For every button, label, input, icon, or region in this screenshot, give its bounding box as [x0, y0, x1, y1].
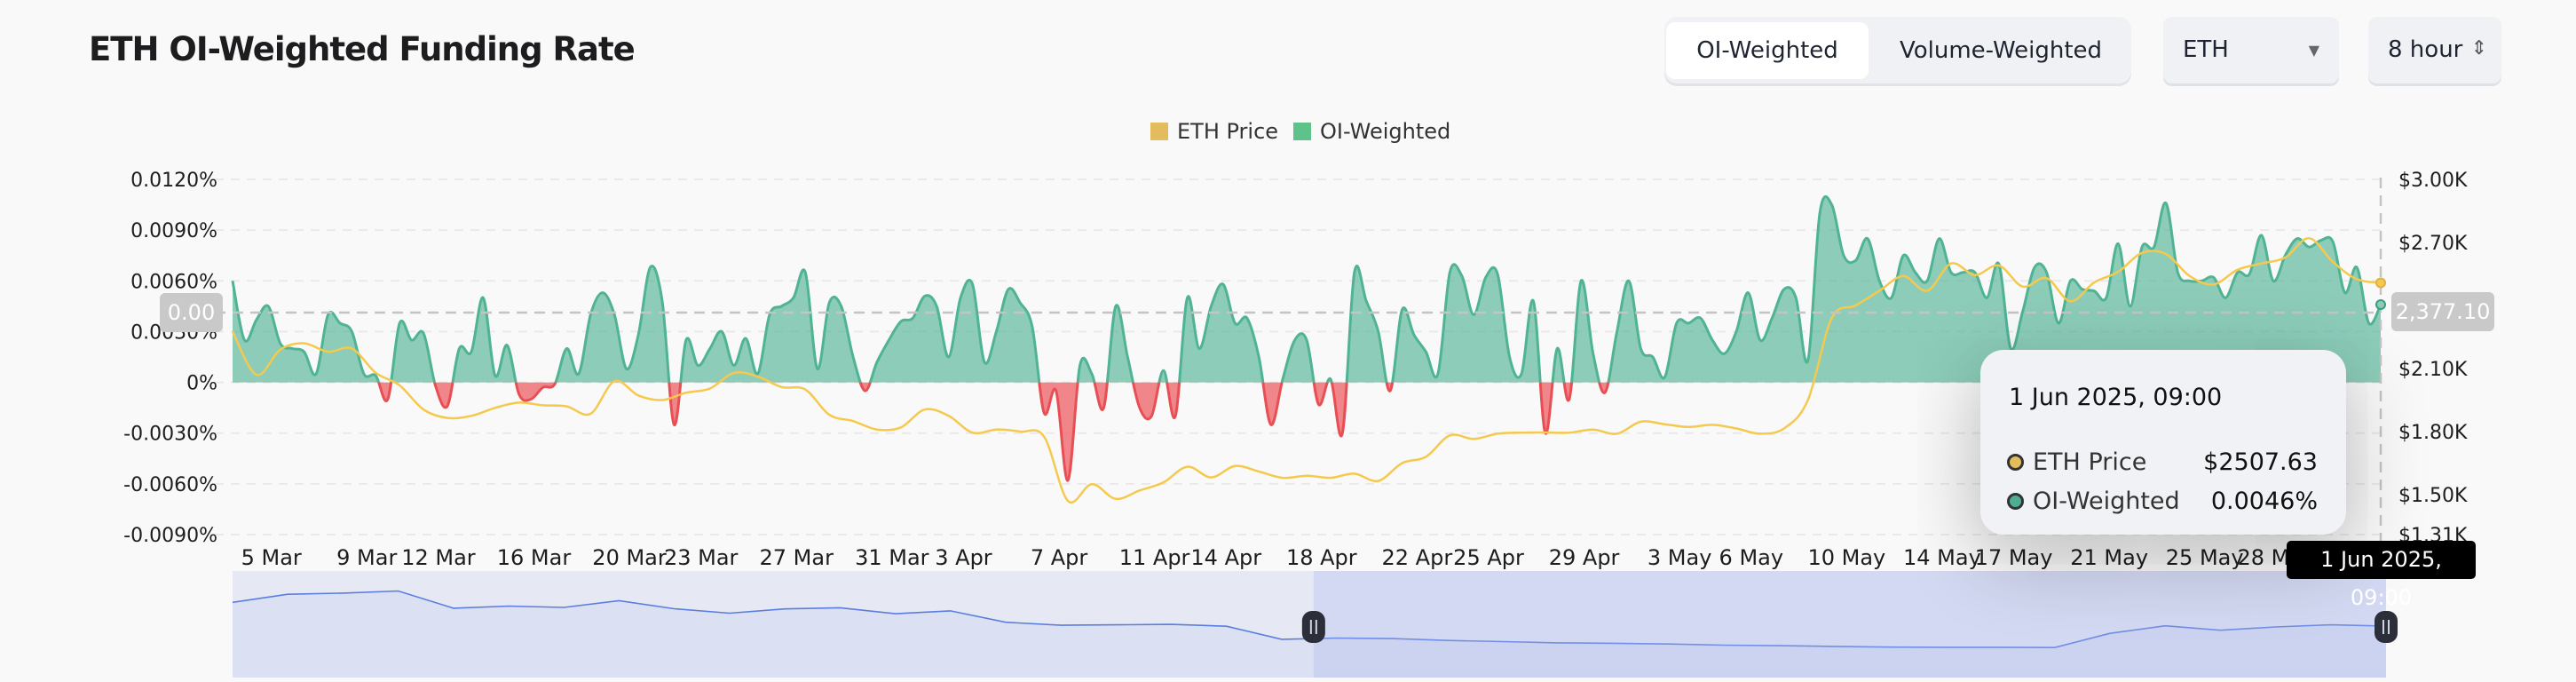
tooltip-row-value: $2507.63: [2203, 448, 2318, 476]
left-axis-tick: -0.0090%: [123, 525, 217, 547]
plot-area: [231, 194, 2382, 504]
tooltip: 1 Jun 2025, 09:00 ETH Price $2507.63 OI-…: [1980, 350, 2346, 535]
tab-oi-weighted[interactable]: OI-Weighted: [1666, 22, 1869, 79]
tooltip-date: 1 Jun 2025, 09:00: [2009, 384, 2223, 411]
x-axis-tick: 25 Apr: [1453, 545, 1524, 570]
x-axis-tick: 3 May: [1648, 545, 1712, 570]
crosshair-left-label: 0.00: [160, 293, 223, 332]
legend-swatch-oi-weighted: [1293, 123, 1311, 140]
x-axis-tick: 11 Apr: [1119, 545, 1190, 570]
interval-select-value: 8 hour: [2388, 36, 2463, 63]
legend-item-eth-price[interactable]: ETH Price: [1150, 119, 1278, 144]
x-axis-tick: 10 May: [1807, 545, 1885, 570]
range-navigator[interactable]: [232, 571, 2398, 678]
x-axis-tick: 7 Apr: [1031, 545, 1088, 570]
tooltip-row-oi-weighted: OI-Weighted 0.0046%: [2007, 485, 2318, 517]
x-axis-tick: 31 Mar: [855, 545, 929, 570]
left-axis-tick: 0.0060%: [130, 271, 217, 293]
right-axis-tick: $1.80K: [2398, 422, 2468, 444]
x-axis-tick: 16 Mar: [497, 545, 572, 570]
crosshair-date-label: 1 Jun 2025, 09:00: [2287, 541, 2476, 610]
eth-price-dot-icon: [2007, 453, 2024, 471]
funding-positive-line: [231, 194, 2382, 383]
x-axis-tick: 12 Mar: [401, 545, 476, 570]
oi-weighted-dot-icon: [2007, 492, 2024, 510]
left-axis-tick: 0%: [186, 373, 217, 395]
tooltip-row-value: 0.0046%: [2210, 487, 2318, 515]
right-axis-tick: $2.10K: [2398, 359, 2468, 381]
hover-price-dot: [2375, 277, 2386, 289]
x-axis-tick: 23 Mar: [664, 545, 739, 570]
x-axis-tick: 17 May: [1975, 545, 2053, 570]
weighting-toggle: OI-Weighted Volume-Weighted: [1664, 17, 2131, 83]
x-axis-tick: 14 May: [1903, 545, 1981, 570]
right-axis-tick: $1.50K: [2398, 485, 2468, 507]
left-axis-tick: -0.0060%: [123, 474, 217, 496]
crosshair-right-label: 2,377.10: [2391, 292, 2494, 331]
left-axis-tick: -0.0030%: [123, 424, 217, 446]
funding-positive-area: [233, 196, 2381, 383]
legend-item-oi-weighted[interactable]: OI-Weighted: [1293, 119, 1450, 144]
tab-volume-weighted[interactable]: Volume-Weighted: [1899, 37, 2103, 64]
eth-price-line: [231, 237, 2382, 504]
x-axis-tick: 14 Apr: [1190, 545, 1261, 570]
right-axis-tick: $2.70K: [2398, 233, 2468, 255]
navigator-right-handle[interactable]: [2375, 611, 2398, 643]
navigator-left-handle[interactable]: [1301, 611, 1325, 643]
crosshair: [215, 178, 2386, 543]
interval-select[interactable]: 8 hour ⇕: [2368, 17, 2501, 83]
x-axis-tick: 9 Mar: [336, 545, 397, 570]
x-axis-tick: 21 May: [2070, 545, 2148, 570]
asset-select[interactable]: ETH ▼: [2163, 17, 2339, 83]
asset-select-value: ETH: [2183, 36, 2229, 63]
chevron-down-icon: ▼: [2308, 42, 2319, 59]
tooltip-row-name: ETH Price: [2033, 448, 2147, 476]
navigator-selection[interactable]: [1313, 571, 2386, 678]
tooltip-row-name: OI-Weighted: [2033, 487, 2180, 515]
x-axis-tick: 20 Mar: [592, 545, 667, 570]
x-axis-tick: 6 May: [1719, 545, 1784, 570]
x-axis-tick: 18 Apr: [1286, 545, 1357, 570]
left-axis-tick: 0.0120%: [130, 170, 217, 192]
x-axis-tick: 25 May: [2166, 545, 2244, 570]
right-axis: $3.00K$2.70K$2.10K$1.80K$1.50K$1.31K: [2398, 170, 2468, 547]
left-axis-tick: 0.0090%: [130, 220, 217, 242]
navigator-area: [233, 591, 2386, 678]
legend-swatch-eth-price: [1150, 123, 1168, 140]
x-axis-tick: 27 Mar: [760, 545, 834, 570]
x-axis-tick: 22 Apr: [1382, 545, 1453, 570]
legend-label: ETH Price: [1177, 119, 1279, 144]
x-axis-tick: 5 Mar: [241, 545, 302, 570]
legend-label: OI-Weighted: [1320, 119, 1451, 144]
up-down-chevron-icon: ⇕: [2470, 37, 2487, 59]
left-axis: 0.0120%0.0090%0.0060%0.0030%0%-0.0030%-0…: [123, 170, 217, 547]
x-axis-tick: 3 Apr: [935, 545, 992, 570]
right-axis-tick: $3.00K: [2398, 170, 2468, 192]
x-axis-tick: 29 Apr: [1549, 545, 1620, 570]
hover-funding-dot: [2375, 298, 2386, 310]
page-title: ETH OI-Weighted Funding Rate: [89, 30, 636, 68]
tooltip-row-eth-price: ETH Price $2507.63: [2007, 446, 2318, 478]
